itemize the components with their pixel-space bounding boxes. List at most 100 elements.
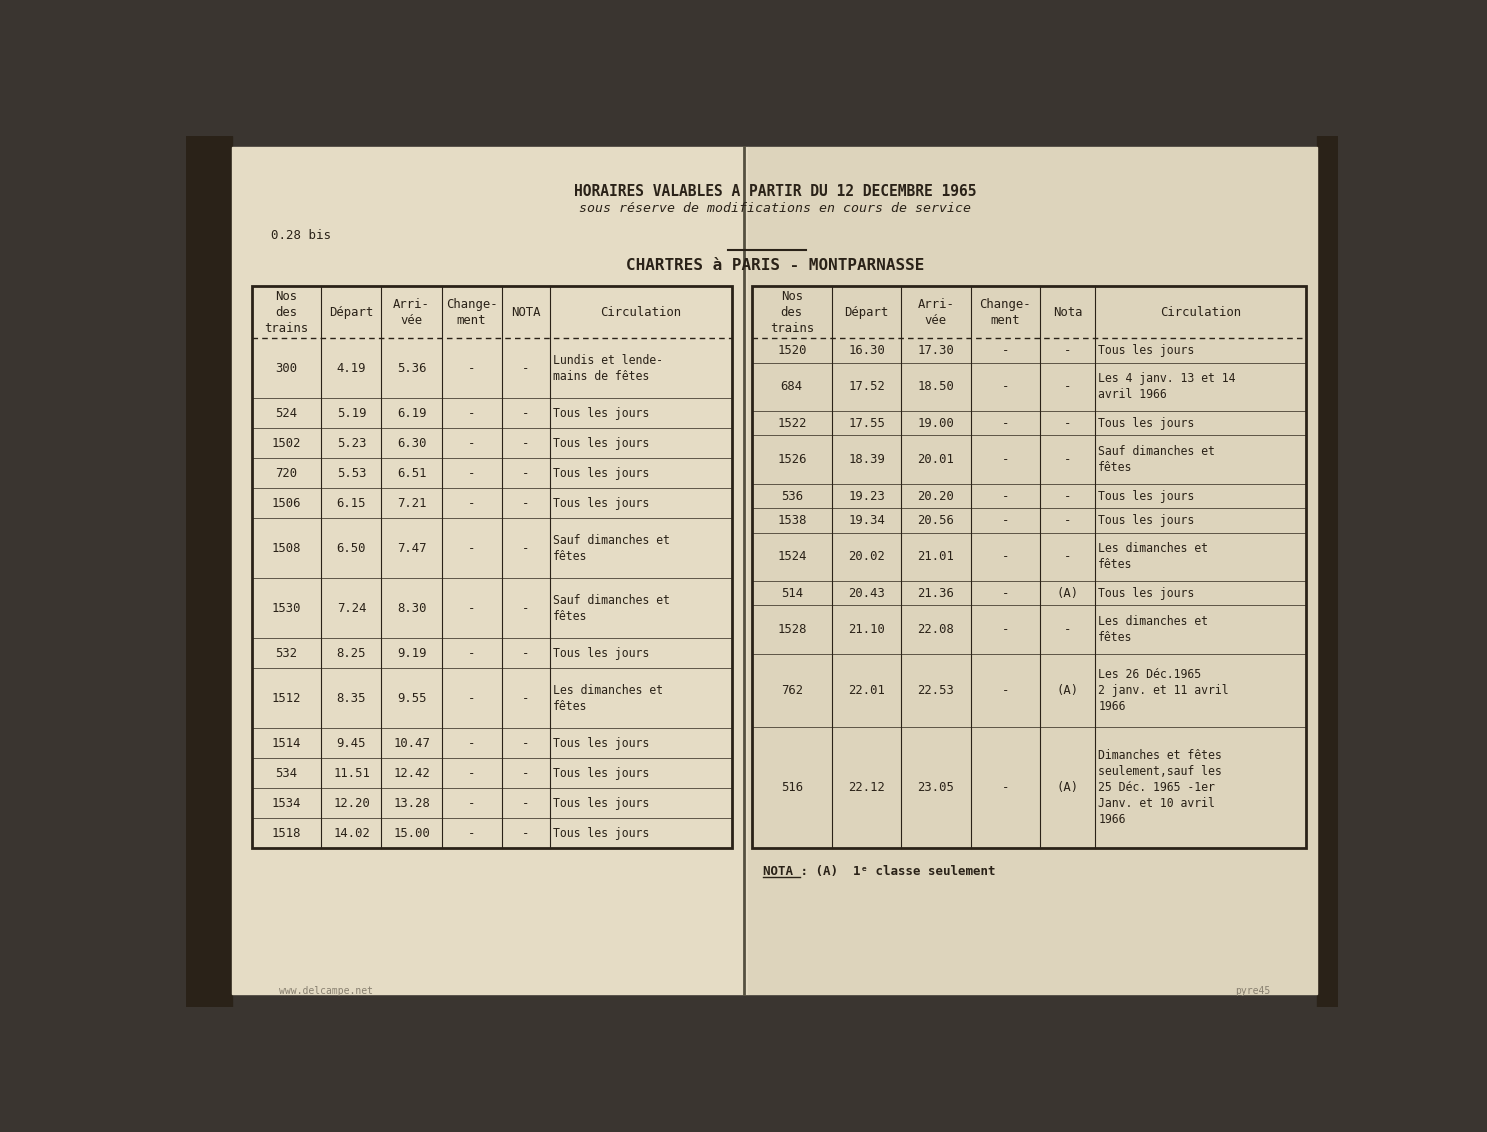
Text: Change-
ment: Change- ment [446, 298, 497, 327]
Text: Sauf dimanches et
fêtes: Sauf dimanches et fêtes [553, 534, 669, 563]
Text: -: - [522, 692, 529, 704]
Text: Circulation: Circulation [1160, 306, 1242, 319]
Bar [1317, 136, 1338, 1007]
Text: 5.23: 5.23 [336, 437, 366, 449]
Text: 17.52: 17.52 [848, 380, 885, 394]
Text: 0.28 bis: 0.28 bis [271, 230, 332, 242]
Text: Nos
des
trains: Nos des trains [265, 290, 309, 335]
Text: Change-
ment: Change- ment [980, 298, 1030, 327]
Text: NOTA: NOTA [512, 306, 540, 319]
Text: -: - [1001, 781, 1008, 794]
Text: 720: 720 [275, 466, 297, 480]
Text: 17.55: 17.55 [848, 417, 885, 430]
Text: -: - [468, 766, 476, 780]
Text: 21.10: 21.10 [848, 623, 885, 636]
Text: Arri-
vée: Arri- vée [393, 298, 430, 327]
Text: (A): (A) [1056, 781, 1078, 794]
Text: 684: 684 [781, 380, 803, 394]
Text: -: - [522, 646, 529, 660]
Text: Tous les jours: Tous les jours [553, 766, 648, 780]
Text: -: - [1001, 550, 1008, 564]
Text: Les 4 janv. 13 et 14
avril 1966: Les 4 janv. 13 et 14 avril 1966 [1099, 372, 1236, 402]
Text: HORAIRES VALABLES A PARTIR DU 12 DECEMBRE 1965: HORAIRES VALABLES A PARTIR DU 12 DECEMBR… [574, 183, 975, 199]
Bar [751, 286, 1306, 848]
Text: 9.19: 9.19 [397, 646, 427, 660]
Text: 10.47: 10.47 [393, 737, 430, 749]
Text: 1528: 1528 [778, 623, 806, 636]
Text: 762: 762 [781, 684, 803, 697]
Text: 19.34: 19.34 [848, 514, 885, 526]
Text: -: - [468, 797, 476, 809]
Text: Sauf dimanches et
fêtes: Sauf dimanches et fêtes [553, 593, 669, 623]
Text: 300: 300 [275, 362, 297, 375]
Text: Départ: Départ [329, 306, 373, 319]
Text: 8.30: 8.30 [397, 602, 427, 615]
Text: 22.12: 22.12 [848, 781, 885, 794]
Text: -: - [1001, 380, 1008, 394]
Text: -: - [522, 826, 529, 840]
Bar [186, 136, 232, 1007]
Text: Arri-
vée: Arri- vée [917, 298, 955, 327]
Text: 514: 514 [781, 586, 803, 600]
Text: 5.36: 5.36 [397, 362, 427, 375]
Text: 1502: 1502 [272, 437, 302, 449]
Text: -: - [1001, 684, 1008, 697]
Text: 20.20: 20.20 [917, 490, 955, 503]
Text: 20.56: 20.56 [917, 514, 955, 526]
Text: 20.01: 20.01 [917, 453, 955, 466]
Text: 7.24: 7.24 [336, 602, 366, 615]
Text: -: - [522, 466, 529, 480]
Text: Les 26 Déc.1965
2 janv. et 11 avril
1966: Les 26 Déc.1965 2 janv. et 11 avril 1966 [1099, 668, 1228, 713]
Text: 18.50: 18.50 [917, 380, 955, 394]
Text: -: - [1063, 453, 1071, 466]
Text: -: - [1001, 453, 1008, 466]
Text: -: - [522, 362, 529, 375]
Text: -: - [1001, 417, 1008, 430]
Text: Tous les jours: Tous les jours [553, 646, 648, 660]
Text: 7.47: 7.47 [397, 542, 427, 555]
Text: -: - [468, 362, 476, 375]
Text: 21.01: 21.01 [917, 550, 955, 564]
Bar [748, 147, 1317, 994]
Text: -: - [522, 737, 529, 749]
Text: -: - [1063, 344, 1071, 357]
Text: 1538: 1538 [778, 514, 806, 526]
Text: Tous les jours: Tous les jours [1099, 417, 1194, 430]
Text: -: - [1063, 514, 1071, 526]
Text: 23.05: 23.05 [917, 781, 955, 794]
Text: 516: 516 [781, 781, 803, 794]
Text: -: - [468, 602, 476, 615]
Text: 524: 524 [275, 406, 297, 420]
Text: 12.20: 12.20 [333, 797, 370, 809]
Text: 16.30: 16.30 [848, 344, 885, 357]
Text: 1506: 1506 [272, 497, 302, 509]
Text: 5.19: 5.19 [336, 406, 366, 420]
Text: -: - [1063, 417, 1071, 430]
Text: CHARTRES à PARIS - MONTPARNASSE: CHARTRES à PARIS - MONTPARNASSE [626, 258, 923, 273]
Text: 1522: 1522 [778, 417, 806, 430]
Text: 8.25: 8.25 [336, 646, 366, 660]
Text: 1526: 1526 [778, 453, 806, 466]
Text: 18.39: 18.39 [848, 453, 885, 466]
Text: Tous les jours: Tous les jours [553, 437, 648, 449]
Text: -: - [522, 542, 529, 555]
Text: Tous les jours: Tous les jours [553, 826, 648, 840]
Text: 22.01: 22.01 [848, 684, 885, 697]
Text: -: - [522, 497, 529, 509]
Text: -: - [468, 542, 476, 555]
Text: Tous les jours: Tous les jours [553, 497, 648, 509]
Text: Nota: Nota [1053, 306, 1083, 319]
Text: Les dimanches et
fêtes: Les dimanches et fêtes [1099, 542, 1209, 572]
Text: 20.43: 20.43 [848, 586, 885, 600]
Text: -: - [522, 437, 529, 449]
Text: -: - [522, 602, 529, 615]
Text: Les dimanches et
fêtes: Les dimanches et fêtes [1099, 615, 1209, 644]
Text: 1508: 1508 [272, 542, 302, 555]
Text: -: - [468, 437, 476, 449]
Text: -: - [1001, 623, 1008, 636]
Text: 14.02: 14.02 [333, 826, 370, 840]
Bar [251, 286, 732, 848]
Text: -: - [468, 646, 476, 660]
Text: Tous les jours: Tous les jours [553, 466, 648, 480]
Text: Lundis et lende-
mains de fêtes: Lundis et lende- mains de fêtes [553, 354, 663, 383]
